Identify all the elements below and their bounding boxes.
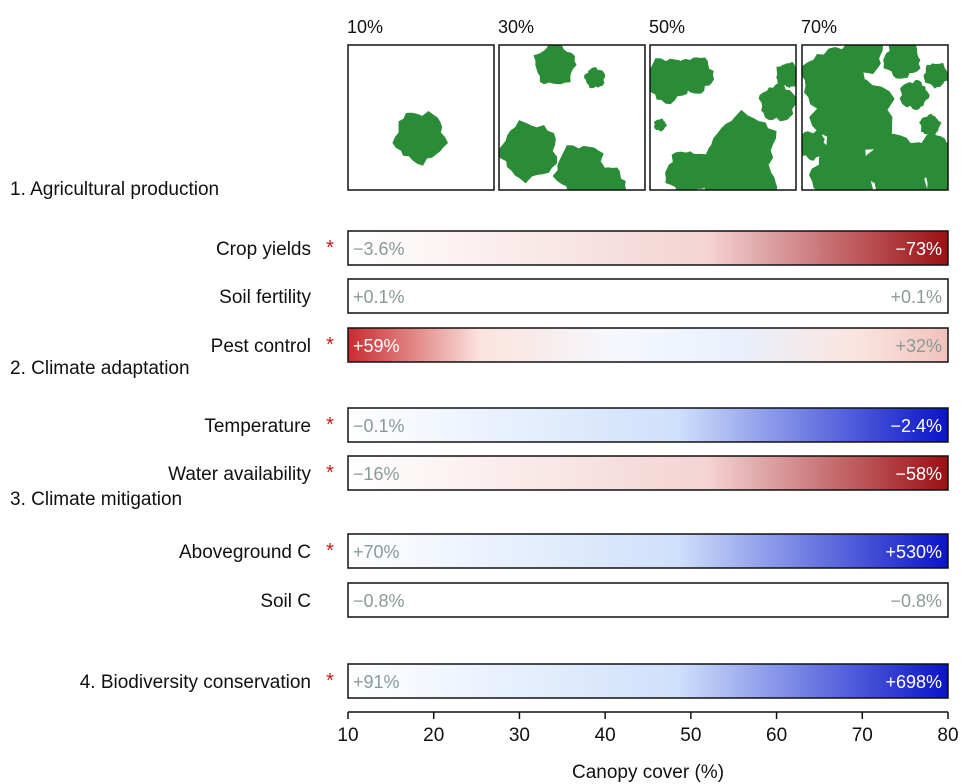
effect-gradient-bar [347, 663, 949, 699]
x-tick-label: 10 [337, 725, 358, 746]
start-value-label: −0.8% [353, 591, 405, 611]
row-label: Aboveground C [179, 542, 311, 563]
end-value-label: +0.1% [890, 287, 942, 307]
tree-canopy-patch [883, 45, 921, 79]
start-value-label: −16% [353, 464, 400, 484]
end-value-label: +32% [895, 336, 942, 356]
tree-canopy-patch [665, 151, 711, 190]
tree-canopy-patch [839, 45, 883, 77]
effect-row: Crop yields * −3.6% −73% [216, 230, 949, 266]
canopy-panel: 30% [498, 17, 646, 191]
x-tick-label: 70 [852, 725, 873, 746]
group-title: 2. Climate adaptation [10, 358, 190, 379]
start-value-label: +59% [353, 336, 400, 356]
canopy-panel-label: 70% [801, 17, 837, 37]
effect-row: Temperature * −0.1% −2.4% [204, 407, 949, 443]
effect-row: Pest control * +59% +32% [211, 327, 949, 363]
effect-row: Soil fertility +0.1% +0.1% [219, 278, 949, 314]
tree-canopy-patch [758, 83, 796, 122]
row-label: Crop yields [216, 239, 311, 260]
tree-canopy-patch [919, 113, 942, 136]
significance-asterisk: * [326, 237, 334, 259]
canopy-panel-frame [801, 44, 949, 191]
start-value-label: +70% [353, 542, 400, 562]
tree-canopy-patch [776, 61, 796, 88]
effect-group: 3. Climate mitigation Aboveground C * +70% +… [10, 489, 949, 618]
tree-canopy-patch [802, 130, 828, 161]
significance-asterisk: * [326, 334, 334, 356]
end-value-label: −2.4% [890, 416, 942, 436]
start-value-label: +0.1% [353, 287, 405, 307]
x-tick-label: 80 [937, 725, 958, 746]
tree-canopy-patch [584, 67, 606, 89]
significance-asterisk: * [326, 540, 334, 562]
effect-group: 1. Agricultural production Crop yields * −3… [10, 179, 949, 363]
x-tick-label: 20 [423, 725, 444, 746]
effect-gradient-bar [347, 327, 949, 363]
end-value-label: −58% [895, 464, 942, 484]
x-tick-label: 50 [680, 725, 701, 746]
group-title: 1. Agricultural production [10, 179, 219, 200]
canopy-panel: 70% [801, 17, 949, 191]
tree-canopy-patch [809, 142, 873, 190]
start-value-label: −3.6% [353, 239, 405, 259]
row-label: Water availability [168, 464, 311, 485]
start-value-label: −0.1% [353, 416, 405, 436]
effect-gradient-bar [347, 582, 949, 618]
canopy-panel-frame [347, 44, 495, 191]
canopy-panel-frame [498, 44, 646, 191]
tree-canopy-patch [926, 168, 948, 190]
end-value-label: −73% [895, 239, 942, 259]
x-tick-label: 30 [509, 725, 530, 746]
start-value-label: +91% [353, 672, 400, 692]
significance-asterisk: * [326, 670, 334, 692]
effect-gradient-bar [347, 407, 949, 443]
x-tick-label: 40 [595, 725, 616, 746]
tree-canopy-patch [899, 79, 930, 110]
canopy-panel-label: 30% [498, 17, 534, 37]
tree-canopy-patch [499, 120, 558, 184]
canopy-panel: 50% [649, 17, 797, 191]
row-label: Temperature [204, 416, 311, 437]
row-label: Soil fertility [219, 287, 311, 308]
effect-gradient-bar [347, 455, 949, 491]
canopy-panel-label: 10% [347, 17, 383, 37]
significance-asterisk: * [326, 462, 334, 484]
tree-canopy-patch [533, 45, 577, 85]
effect-gradient-bar [347, 533, 949, 569]
effect-row: Water availability * −16% −58% [168, 455, 949, 491]
effect-row: Soil C −0.8% −0.8% [260, 582, 949, 618]
canopy-panels: 10% 30% 50% 70% [347, 17, 949, 191]
effect-rows: 1. Agricultural production Crop yields * −3… [10, 179, 949, 699]
x-axis: 10 20 30 40 50 60 70 80 Canopy cover (%) [337, 711, 959, 783]
tree-canopy-patch [809, 73, 895, 160]
canopy-panel-frame [649, 44, 797, 191]
canopy-panel-label: 50% [649, 17, 685, 37]
x-axis-title: Canopy cover (%) [572, 762, 724, 783]
tree-canopy-patch [923, 62, 948, 89]
canopy-panel: 10% [347, 17, 495, 191]
row-label: 4. Biodiversity conservation [80, 672, 311, 693]
tree-canopy-patch [392, 111, 448, 166]
end-value-label: −0.8% [890, 591, 942, 611]
tree-canopy-patch [739, 164, 778, 190]
effect-row: 4. Biodiversity conservation * +91% +698% [80, 663, 949, 699]
tree-canopy-patch [653, 118, 667, 132]
tree-canopy-patch [862, 133, 928, 190]
effect-gradient-bar [347, 230, 949, 266]
effect-group: 2. Climate adaptation Temperature * −0.1% −2… [10, 358, 949, 491]
effect-row: Aboveground C * +70% +530% [179, 533, 949, 569]
effect-gradient-bar [347, 278, 949, 314]
tree-canopy-patch [677, 57, 715, 94]
significance-asterisk: * [326, 414, 334, 436]
row-label: Soil C [260, 591, 311, 612]
x-tick-label: 60 [766, 725, 787, 746]
end-value-label: +530% [885, 542, 942, 562]
effect-group: 4. Biodiversity conservation * +91% +698% [80, 663, 949, 699]
tree-canopy-patch [589, 167, 627, 190]
row-label: Pest control [211, 336, 311, 357]
group-title: 3. Climate mitigation [10, 489, 182, 510]
end-value-label: +698% [885, 672, 942, 692]
